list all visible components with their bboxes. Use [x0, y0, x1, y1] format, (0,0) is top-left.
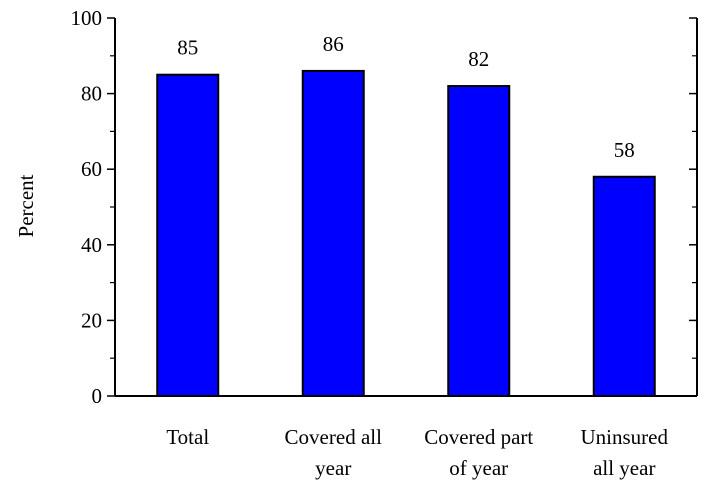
bar — [592, 175, 656, 397]
bar — [447, 85, 511, 397]
y-tick-label: 0 — [92, 384, 103, 408]
plot-area: 0 20 40 60 80 100 85 Total 86 Covered all year 82 Co… — [71, 6, 698, 480]
x-category-label: year — [315, 456, 351, 480]
data-label: 58 — [614, 138, 635, 162]
x-category-label: Covered part — [424, 425, 533, 449]
data-label: 85 — [177, 36, 198, 60]
data-label: 86 — [323, 32, 344, 56]
x-category-label: all year — [593, 456, 655, 480]
bar — [301, 69, 365, 397]
y-tick-label: 100 — [71, 6, 103, 30]
y-tick-label: 20 — [81, 308, 102, 332]
y-tick-label: 80 — [81, 82, 102, 106]
y-tick-label: 60 — [81, 157, 102, 181]
y-axis-title: Percent — [14, 174, 38, 237]
x-category-label: Uninsured — [581, 425, 669, 449]
x-category-label: Total — [166, 425, 209, 449]
bar — [156, 73, 220, 397]
x-category-label: Covered all — [285, 425, 383, 449]
y-tick-label: 40 — [81, 233, 102, 257]
data-label: 82 — [468, 47, 489, 71]
x-category-label: of year — [449, 456, 508, 480]
